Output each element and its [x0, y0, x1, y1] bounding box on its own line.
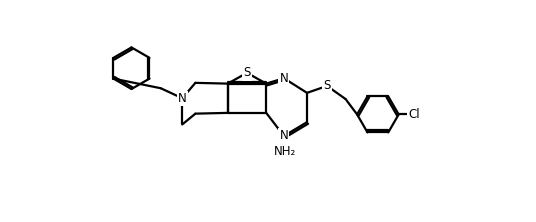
Text: N: N: [280, 129, 288, 143]
Text: Cl: Cl: [408, 108, 420, 121]
Text: NH₂: NH₂: [274, 145, 296, 158]
Text: N: N: [178, 92, 187, 105]
Text: S: S: [323, 79, 331, 92]
Text: N: N: [280, 72, 288, 85]
Text: S: S: [243, 66, 251, 79]
